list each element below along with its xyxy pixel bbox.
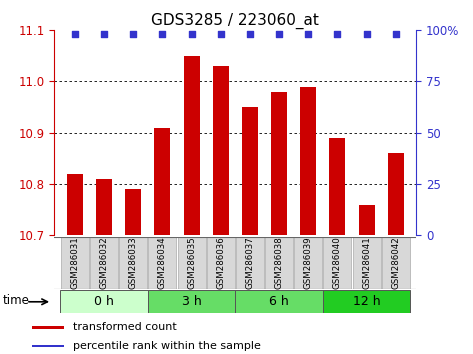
Text: 6 h: 6 h	[269, 295, 289, 308]
Point	[130, 32, 137, 37]
Bar	[125, 189, 141, 235]
Bar	[388, 153, 404, 235]
Bar	[60, 290, 148, 313]
Point	[333, 32, 341, 37]
Text: transformed count: transformed count	[73, 322, 176, 332]
Bar	[32, 344, 63, 347]
Bar	[207, 237, 235, 289]
Point	[188, 32, 195, 37]
Text: GSM286040: GSM286040	[333, 236, 342, 289]
Bar	[154, 127, 170, 235]
Bar	[148, 290, 236, 313]
Text: GSM286039: GSM286039	[304, 236, 313, 289]
Text: 0 h: 0 h	[94, 295, 114, 308]
Point	[100, 32, 108, 37]
Text: GSM286032: GSM286032	[99, 236, 108, 289]
Text: GDS3285 / 223060_at: GDS3285 / 223060_at	[151, 12, 319, 29]
Text: time: time	[2, 293, 29, 307]
Point	[363, 32, 370, 37]
Point	[305, 32, 312, 37]
Text: GSM286041: GSM286041	[362, 236, 371, 289]
Text: 12 h: 12 h	[353, 295, 380, 308]
Text: percentile rank within the sample: percentile rank within the sample	[73, 341, 261, 351]
Text: 3 h: 3 h	[182, 295, 201, 308]
Bar	[271, 92, 287, 235]
Bar	[32, 326, 63, 329]
Text: GSM286035: GSM286035	[187, 236, 196, 289]
Bar	[90, 237, 118, 289]
Bar	[242, 107, 258, 235]
Bar	[213, 66, 229, 235]
Bar	[359, 205, 375, 235]
Point	[217, 32, 225, 37]
Text: GSM286033: GSM286033	[129, 236, 138, 289]
Text: GSM286037: GSM286037	[245, 236, 254, 289]
Bar	[353, 237, 381, 289]
Point	[392, 32, 400, 37]
Bar	[184, 56, 200, 235]
Point	[246, 32, 254, 37]
Text: GSM286034: GSM286034	[158, 236, 167, 289]
Bar	[67, 174, 83, 235]
Bar	[177, 237, 206, 289]
Text: GSM286031: GSM286031	[70, 236, 79, 289]
Bar	[329, 138, 345, 235]
Point	[275, 32, 283, 37]
Bar	[294, 237, 322, 289]
Bar	[323, 290, 411, 313]
Bar	[265, 237, 293, 289]
Point	[71, 32, 79, 37]
Bar	[96, 179, 112, 235]
Bar	[119, 237, 147, 289]
Text: GSM286038: GSM286038	[275, 236, 284, 289]
Text: GSM286036: GSM286036	[216, 236, 225, 289]
Point	[158, 32, 166, 37]
Bar	[324, 237, 351, 289]
Bar	[382, 237, 410, 289]
Bar	[236, 290, 323, 313]
Text: GSM286042: GSM286042	[391, 236, 400, 289]
Bar	[300, 86, 316, 235]
Bar	[149, 237, 176, 289]
Bar	[61, 237, 89, 289]
Bar	[236, 237, 264, 289]
